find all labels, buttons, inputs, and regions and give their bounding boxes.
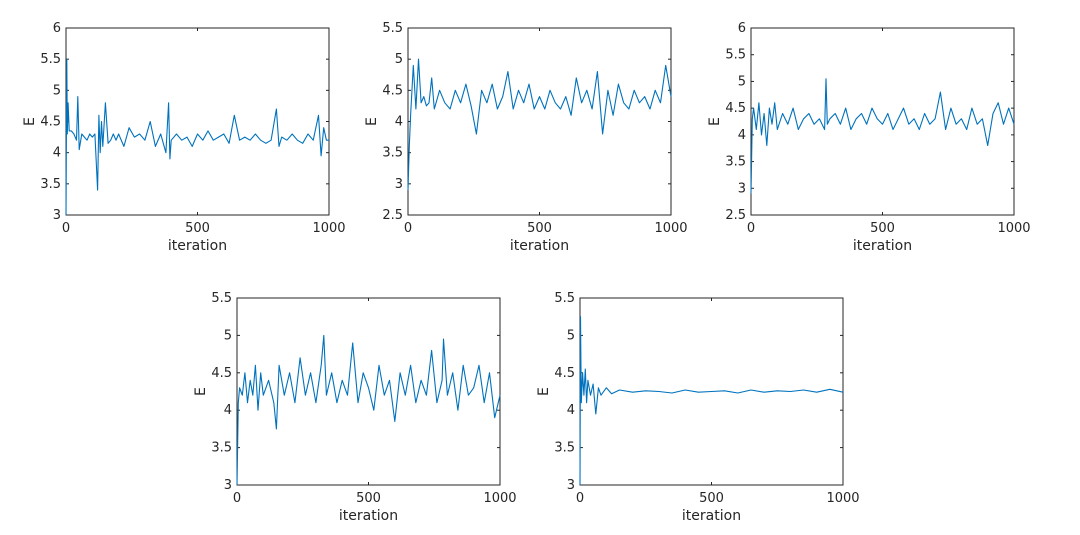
x-tick-label: 500 bbox=[699, 491, 724, 506]
y-axis-label: E bbox=[536, 387, 552, 396]
y-tick-label: 5.5 bbox=[554, 291, 575, 306]
y-tick-label: 4.5 bbox=[382, 83, 403, 98]
y-tick-label: 5.5 bbox=[211, 291, 232, 306]
chart-panel-top-middle: 2.5 3 3.5 4 4.5 5 5.5 0 500 1000 iteration E bbox=[364, 21, 688, 254]
series-line-E bbox=[579, 316, 844, 486]
x-tick-label: 0 bbox=[576, 491, 584, 506]
y-tick-label: 4.5 bbox=[554, 366, 575, 381]
y-tick-label: 5.5 bbox=[725, 48, 746, 63]
y-tick-label: 5.5 bbox=[40, 52, 61, 67]
x-tick-label: 0 bbox=[233, 491, 241, 506]
x-axis-label: iteration bbox=[510, 238, 569, 254]
y-tick-label: 3 bbox=[738, 181, 746, 196]
x-tick-label: 1000 bbox=[654, 221, 687, 236]
x-tick-label: 500 bbox=[185, 221, 210, 236]
axes-box bbox=[750, 27, 1015, 216]
series-line-E bbox=[236, 334, 501, 486]
x-tick-label: 0 bbox=[62, 221, 70, 236]
y-axis-label: E bbox=[364, 117, 380, 126]
x-tick-label: 1000 bbox=[997, 221, 1030, 236]
y-tick-label: 5 bbox=[567, 328, 575, 343]
x-tick-label: 1000 bbox=[483, 491, 516, 506]
y-tick-label: 4 bbox=[738, 128, 746, 143]
y-axis-label: E bbox=[22, 117, 38, 126]
x-tick-label: 500 bbox=[527, 221, 552, 236]
axes-box bbox=[65, 27, 330, 216]
y-tick-label: 2.5 bbox=[725, 208, 746, 223]
x-tick-label: 1000 bbox=[826, 491, 859, 506]
y-tick-label: 4.5 bbox=[725, 101, 746, 116]
y-tick-label: 3 bbox=[53, 208, 61, 223]
y-tick-label: 6 bbox=[738, 21, 746, 36]
x-tick-label: 0 bbox=[747, 221, 755, 236]
y-tick-label: 4 bbox=[224, 403, 232, 418]
series-line-E bbox=[407, 58, 672, 191]
x-tick-label: 500 bbox=[870, 221, 895, 236]
series-line-E bbox=[750, 78, 1015, 194]
x-axis-label: iteration bbox=[339, 508, 398, 524]
y-tick-label: 6 bbox=[53, 21, 61, 36]
y-tick-label: 3.5 bbox=[40, 177, 61, 192]
y-tick-label: 4 bbox=[395, 115, 403, 130]
y-axis-label: E bbox=[193, 387, 209, 396]
y-tick-label: 5.5 bbox=[382, 21, 403, 36]
y-tick-label: 3.5 bbox=[382, 146, 403, 161]
y-tick-label: 5 bbox=[395, 52, 403, 67]
chart-panel-top-right: 2.5 3 3.5 4 4.5 5 5.5 6 0 500 1000 iteration E bbox=[707, 21, 1031, 254]
x-tick-label: 500 bbox=[356, 491, 381, 506]
y-tick-label: 3 bbox=[567, 478, 575, 493]
y-tick-label: 3.5 bbox=[211, 441, 232, 456]
chart-panel-bottom-left: 3 3.5 4 4.5 5 5.5 0 500 1000 iteration E bbox=[193, 291, 517, 524]
y-tick-label: 5 bbox=[738, 74, 746, 89]
axes-box bbox=[407, 27, 672, 216]
y-tick-label: 5 bbox=[53, 83, 61, 98]
y-tick-label: 4.5 bbox=[211, 366, 232, 381]
y-tick-label: 3 bbox=[224, 478, 232, 493]
x-axis-label: iteration bbox=[168, 238, 227, 254]
x-tick-label: 0 bbox=[404, 221, 412, 236]
x-axis-label: iteration bbox=[682, 508, 741, 524]
y-tick-label: 2.5 bbox=[382, 208, 403, 223]
x-tick-label: 1000 bbox=[312, 221, 345, 236]
x-axis-label: iteration bbox=[853, 238, 912, 254]
y-tick-label: 4 bbox=[567, 403, 575, 418]
y-tick-label: 4 bbox=[53, 146, 61, 161]
y-axis-label: E bbox=[707, 117, 723, 126]
chart-panel-top-left: 3 3.5 4 4.5 5 5.5 6 0 500 1000 iteration E bbox=[22, 21, 346, 254]
y-tick-label: 4.5 bbox=[40, 115, 61, 130]
series-line-E bbox=[65, 58, 329, 216]
y-tick-label: 3.5 bbox=[725, 155, 746, 170]
y-tick-label: 3.5 bbox=[554, 441, 575, 456]
chart-panel-bottom-right: 3 3.5 4 4.5 5 5.5 0 500 1000 iteration E bbox=[536, 291, 860, 524]
y-tick-label: 3 bbox=[395, 177, 403, 192]
y-tick-label: 5 bbox=[224, 328, 232, 343]
